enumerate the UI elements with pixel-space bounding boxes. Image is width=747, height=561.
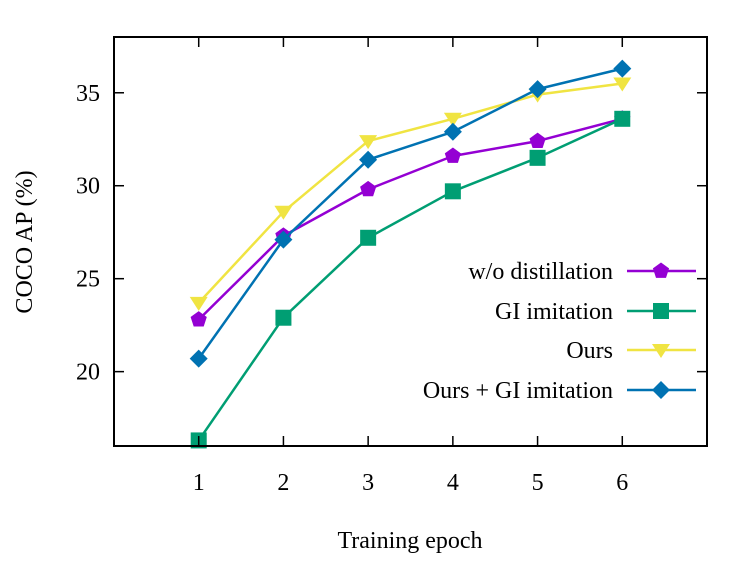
x-tick-label: 1 (193, 470, 205, 496)
data-point (189, 349, 208, 368)
data-point (528, 80, 547, 99)
series-ours-gi-imitation (189, 59, 632, 368)
legend-entry: Ours (566, 338, 696, 364)
data-point (190, 311, 207, 327)
data-point (274, 205, 293, 220)
x-tick-label: 3 (362, 470, 374, 496)
x-tick-label: 5 (532, 470, 544, 496)
legend-label: w/o distillation (468, 259, 613, 285)
data-point (443, 122, 462, 141)
y-tick-label: 20 (76, 360, 100, 386)
data-point (189, 296, 208, 311)
data-point (359, 150, 378, 169)
data-point (360, 180, 377, 197)
legend-marker (653, 303, 669, 319)
x-tick-label: 2 (277, 470, 289, 496)
data-point (444, 147, 461, 163)
plot-frame (113, 36, 708, 447)
data-point (359, 135, 378, 150)
legend-label: Ours + GI imitation (423, 378, 613, 404)
legend-marker (652, 262, 670, 278)
series-line (197, 82, 623, 304)
series-layer (189, 59, 632, 449)
x-axis-label: Training epoch (337, 528, 482, 554)
data-point (444, 183, 461, 200)
legend-label: GI imitation (495, 299, 613, 325)
series-ours (189, 77, 632, 311)
data-point (613, 77, 632, 92)
legend-entry: w/o distillation (468, 259, 696, 285)
data-point (529, 149, 546, 166)
legend-marker (652, 381, 670, 399)
data-point (614, 110, 631, 127)
y-tick-label: 30 (76, 174, 100, 200)
data-point (443, 112, 462, 127)
data-point (613, 59, 632, 78)
series-gi-imitation (190, 110, 631, 449)
axis-ticks: 1 2 3 4 5 6 20 25 30 35 (76, 37, 707, 496)
series-line (197, 117, 623, 442)
y-axis-label: COCO AP (%) (12, 170, 38, 313)
legend-entry: Ours + GI imitation (423, 378, 696, 404)
y-tick-label: 35 (76, 81, 100, 107)
series-w-o-distillation (190, 110, 631, 327)
series-line (197, 117, 623, 321)
data-point (274, 230, 293, 249)
x-tick-label: 6 (616, 470, 628, 496)
data-point (275, 309, 292, 326)
series-line (197, 67, 623, 360)
x-tick-label: 4 (447, 470, 459, 496)
legend-marker (652, 344, 670, 358)
data-point (360, 229, 377, 246)
data-point (529, 132, 546, 148)
legend-entry: GI imitation (495, 299, 696, 325)
legend-label: Ours (566, 338, 613, 364)
y-tick-label: 25 (76, 267, 100, 293)
legend: w/o distillation GI imitation Ours Ours + G… (423, 259, 696, 404)
